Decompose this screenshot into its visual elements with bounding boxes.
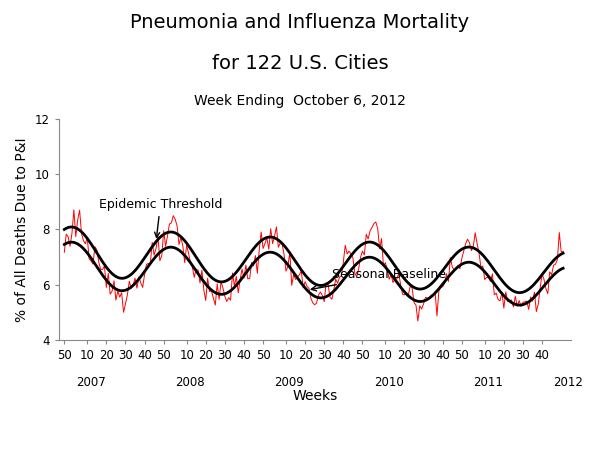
Text: 2011: 2011 [473,376,503,389]
Text: Week Ending  October 6, 2012: Week Ending October 6, 2012 [194,94,406,108]
Y-axis label: % of All Deaths Due to P&I: % of All Deaths Due to P&I [15,137,29,322]
Text: 2008: 2008 [175,376,205,389]
X-axis label: Weeks: Weeks [292,390,337,404]
Text: 2009: 2009 [275,376,304,389]
Text: 2012: 2012 [554,376,583,389]
Text: Epidemic Threshold: Epidemic Threshold [99,198,222,237]
Text: Seasonal Baseline: Seasonal Baseline [311,268,446,291]
Text: for 122 U.S. Cities: for 122 U.S. Cities [212,54,388,73]
Text: Pneumonia and Influenza Mortality: Pneumonia and Influenza Mortality [130,14,470,32]
Text: 2010: 2010 [374,376,404,389]
Text: 2007: 2007 [76,376,106,389]
